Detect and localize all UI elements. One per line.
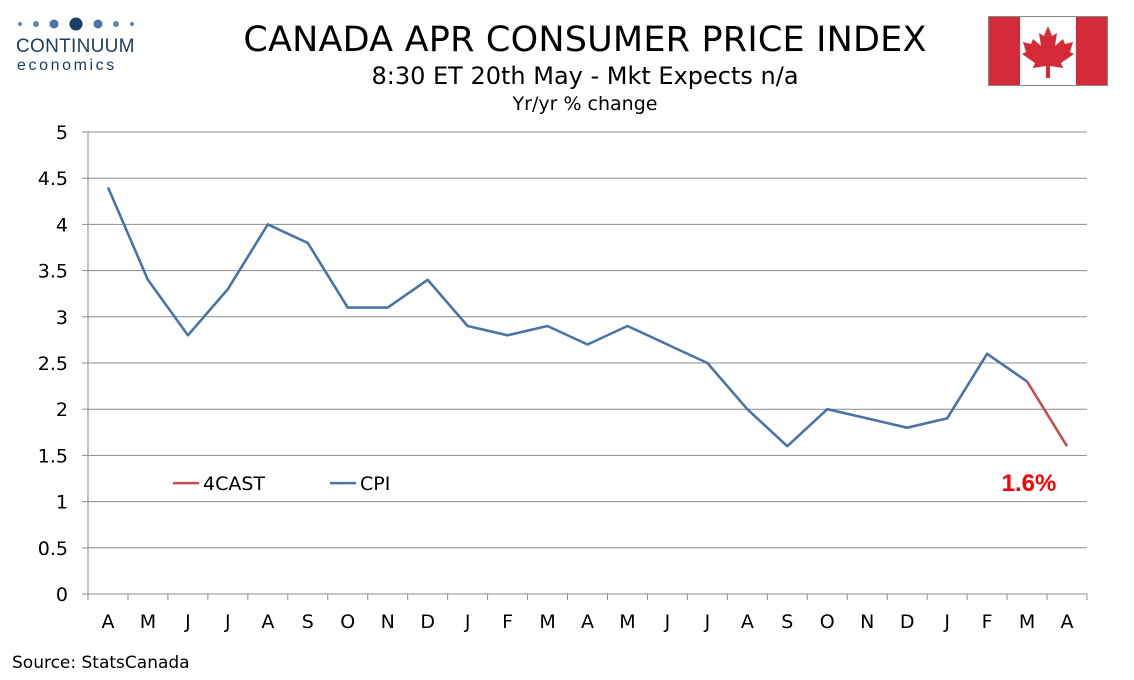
y-tick-label: 1 (56, 492, 68, 514)
x-tick-label: J (943, 611, 950, 633)
continuum-logo-icon (18, 17, 134, 31)
series-line-4cast (1025, 380, 1069, 447)
x-tick-label: M (1019, 611, 1035, 633)
x-tick-label: O (820, 611, 835, 633)
y-tick-label: 3.5 (38, 261, 68, 283)
x-tick-label: A (581, 611, 594, 633)
x-tick-label: M (539, 611, 555, 633)
grid-lines (88, 131, 1087, 549)
chart-subtitle: 8:30 ET 20th May - Mkt Expects n/a (371, 62, 799, 90)
x-tick-label: S (781, 611, 793, 633)
x-tick-label: D (420, 611, 435, 633)
continuum-logo: CONTINUUM economics (12, 14, 137, 76)
y-tick-label: 5 (56, 122, 68, 144)
chart-title: CANADA APR CONSUMER PRICE INDEX (243, 20, 927, 60)
canada-flag-icon (988, 16, 1108, 86)
x-tick-label: J (464, 611, 471, 633)
x-tick-label: N (860, 611, 874, 633)
chart-annotations: 1.6% (1002, 470, 1057, 497)
source-note: Source: StatsCanada (12, 653, 190, 673)
y-tick-label: 4.5 (38, 168, 68, 190)
legend-label-cpi: CPI (360, 473, 390, 495)
x-tick-label: A (741, 611, 754, 633)
x-tick-label: J (224, 611, 231, 633)
x-tick-label: M (619, 611, 635, 633)
x-tick-label: N (381, 611, 395, 633)
x-tick-label: F (502, 611, 513, 633)
x-tick-label: D (900, 611, 915, 633)
brand-subtitle: economics (17, 57, 117, 74)
x-tick-label: O (340, 611, 355, 633)
series-lines (106, 186, 1069, 448)
x-tick-label: J (704, 611, 711, 633)
chart-axes (82, 131, 1088, 600)
forecast-value-label: 1.6% (1002, 470, 1057, 497)
x-tick-label: J (664, 611, 671, 633)
x-tick-label: J (184, 611, 191, 633)
x-tick-label: S (302, 611, 314, 633)
x-tick-label: M (140, 611, 156, 633)
x-tick-label: A (261, 611, 274, 633)
y-tick-label: 2 (56, 399, 68, 421)
y-tick-label: 2.5 (38, 353, 68, 375)
y-tick-label: 1.5 (38, 445, 68, 467)
y-tick-label: 3 (56, 307, 68, 329)
x-tick-label: F (982, 611, 993, 633)
y-tick-label: 4 (56, 214, 68, 236)
x-tick-label: A (101, 611, 114, 633)
series-line-cpi (106, 186, 1028, 448)
chart-legend: 4CAST CPI (173, 473, 390, 495)
brand-name: CONTINUUM (16, 36, 135, 57)
y-tick-label: 0.5 (38, 538, 68, 560)
unit-label: Yr/yr % change (512, 93, 658, 115)
x-tick-label: A (1061, 611, 1074, 633)
y-tick-label: 0 (56, 584, 68, 606)
legend-label-4cast: 4CAST (203, 473, 265, 495)
y-axis-tick-labels: 0 0.5 1 1.5 2 2.5 3 3.5 4 4.5 5 (38, 122, 68, 606)
